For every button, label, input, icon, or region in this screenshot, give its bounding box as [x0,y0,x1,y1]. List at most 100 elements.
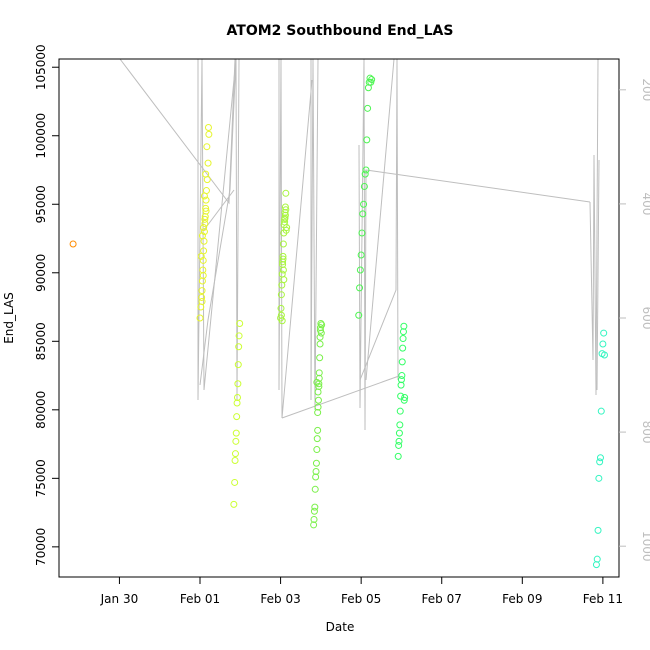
data-point-s3-24 [279,266,287,274]
data-point-s1-12 [202,204,210,212]
data-point-s6-12 [399,335,407,343]
y-tick-label-0: 70000 [34,528,48,566]
x-tick-label-0: Jan 30 [100,592,139,606]
data-point-s4-3 [311,503,319,511]
data-point-s1-5 [199,266,207,274]
y-tick-label-1: 75000 [34,459,48,497]
right-tick-label-2: 600 [640,307,650,330]
data-point-s6-4 [396,421,404,429]
right-tick-label-0: 200 [640,78,650,101]
data-point-s6-15 [400,396,408,404]
data-point-s5-1 [356,284,364,292]
data-point-s5-4 [358,229,366,237]
data-point-s1-3 [198,287,206,295]
data-point-s6-8 [397,376,405,384]
data-point-s6-6 [397,392,405,400]
data-point-s5-16 [368,76,376,84]
data-point-s7-6 [597,407,605,415]
data-point-s7-9 [600,329,608,337]
trace-line-8 [359,58,399,381]
data-point-s1-20 [200,224,208,232]
data-point-s2-4 [232,437,240,445]
data-point-s2-10 [234,361,242,369]
data-point-s3-17 [280,276,288,284]
data-point-s3-23 [278,317,286,325]
data-point-s3-11 [281,208,289,216]
data-point-s4-9 [313,435,321,443]
data-point-s4-25 [314,409,322,417]
trace-line-3 [203,189,235,231]
data-point-s4-12 [314,396,322,404]
data-point-s3-1 [277,304,285,312]
data-point-s5-11 [364,104,372,112]
data-point-s1-19 [198,232,206,240]
data-point-s2-9 [234,380,242,388]
data-point-s1-28 [204,124,212,132]
x-tick-label-2: Feb 03 [260,592,300,606]
y-tick-label-4: 90000 [34,254,48,292]
data-point-s5-7 [360,182,368,190]
data-point-s5-3 [357,251,365,259]
right-tick-label-4: 1000 [640,531,650,562]
data-point-s4-26 [315,380,323,388]
trace-line-9 [365,58,395,381]
data-point-s4-6 [312,467,320,475]
data-point-s4-1 [310,515,318,523]
data-point-s1-10 [201,219,209,227]
trace-line-11 [596,159,600,391]
data-point-s4-8 [313,446,321,454]
data-point-s1-9 [200,228,208,236]
data-point-s2-6 [233,413,241,421]
data-point-s4-15 [316,354,324,362]
x-tick-label-4: Feb 07 [422,592,462,606]
y-axis-label: End_LAS [2,292,16,344]
data-point-s4-4 [311,485,319,493]
data-point-s3-22 [282,206,290,214]
data-point-s2-2 [231,457,239,465]
data-point-s6-13 [399,328,407,336]
data-point-s6-14 [400,322,408,330]
data-point-s2-3 [231,450,239,458]
x-tick-label-3: Feb 05 [341,592,381,606]
data-point-s6-9 [398,372,406,380]
measurement-lines [119,58,600,431]
trace-line-1 [197,58,237,401]
data-point-s6-3 [395,429,403,437]
data-point-s2-5 [232,429,240,437]
data-point-s4-2 [310,507,318,515]
data-point-s6-7 [397,381,405,389]
data-point-s1-23 [198,298,206,306]
x-axis-label: Date [326,620,355,634]
data-point-s2-1 [231,478,239,486]
data-point-s6-11 [399,344,407,352]
y-axis-right: 200 400 600 800 1000 [619,78,650,561]
y-tick-label-2: 80000 [34,391,48,429]
trace-line-0 [119,58,236,205]
data-point-s3-25 [281,211,289,219]
right-tick-label-3: 800 [640,421,650,444]
data-point-s4-11 [314,403,322,411]
data-point-s2-0 [230,500,238,508]
data-point-s2-13 [236,319,244,327]
data-point-s6-1 [395,441,403,449]
data-point-s1-17 [205,130,213,138]
data-point-s2-7 [233,399,241,407]
right-tick-label-1: 400 [640,192,650,215]
y-axis: 70000 75000 80000 85000 90000 95000 100000 1050… [34,44,59,566]
x-tick-label-1: Feb 01 [180,592,220,606]
data-point-s5-8 [361,170,369,178]
plot-frame [58,58,620,578]
data-point-s1-26 [202,170,210,178]
y-tick-label-7: 105000 [34,44,48,90]
data-point-s2-8 [233,393,241,401]
data-point-s1-0 [196,314,204,322]
data-point-s1-25 [200,192,208,200]
data-point-s6-10 [398,358,406,366]
data-point-s6-5 [396,407,404,415]
data-point-s3-14 [282,226,290,234]
data-point-s1-13 [202,196,210,204]
data-point-s7-2 [594,526,602,534]
data-point-s5-14 [366,74,374,82]
data-point-s3-18 [281,214,289,222]
data-point-s5-2 [356,266,364,274]
